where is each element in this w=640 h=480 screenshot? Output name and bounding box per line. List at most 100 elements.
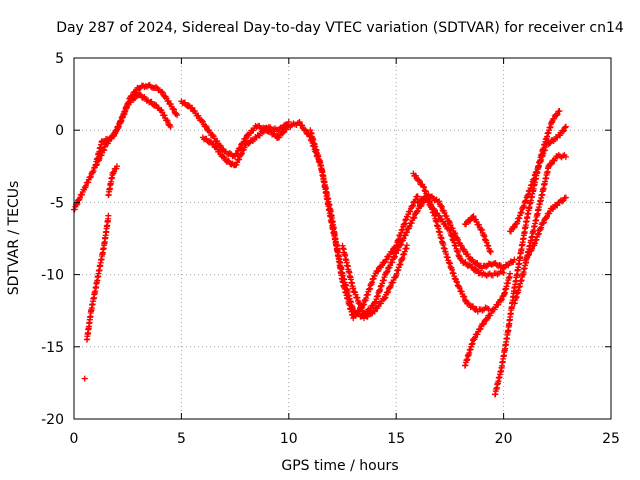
data-point <box>185 102 192 109</box>
data-point <box>562 194 569 201</box>
data-point <box>525 251 532 258</box>
data-point <box>164 118 171 125</box>
data-point <box>226 150 233 157</box>
x-tick-label: 0 <box>70 431 79 447</box>
data-point <box>167 101 174 108</box>
data-point <box>382 294 389 301</box>
data-point <box>418 202 425 209</box>
data-point <box>409 203 416 210</box>
data-point <box>261 128 268 135</box>
data-point <box>397 241 404 248</box>
data-point <box>438 202 445 209</box>
data-point <box>209 132 216 139</box>
data-point <box>560 128 567 135</box>
data-point <box>556 107 563 114</box>
data-point <box>245 140 252 147</box>
data-point <box>129 92 136 99</box>
data-point <box>113 163 120 170</box>
data-point <box>529 245 536 252</box>
data-point <box>83 182 90 189</box>
data-point <box>478 226 485 233</box>
data-point <box>385 288 392 295</box>
data-point <box>79 191 86 198</box>
data-point <box>199 118 206 125</box>
data-point <box>489 261 496 268</box>
data-point <box>461 293 468 300</box>
data-point <box>495 263 502 270</box>
data-point <box>403 242 410 249</box>
data-point <box>431 207 438 214</box>
data-point <box>381 295 388 302</box>
data-point <box>477 325 484 332</box>
data-point <box>100 139 107 146</box>
x-tick-label: 10 <box>280 431 298 447</box>
data-point <box>167 123 174 130</box>
data-point <box>367 305 374 312</box>
data-point <box>415 176 422 183</box>
data-point <box>391 254 398 261</box>
data-point <box>559 198 566 205</box>
data-point <box>210 140 217 147</box>
data-point <box>525 252 532 259</box>
data-point <box>498 296 505 303</box>
data-point <box>159 89 166 96</box>
data-point <box>562 153 569 160</box>
data-point <box>374 268 381 275</box>
data-point <box>476 326 483 333</box>
data-point <box>416 178 423 185</box>
y-tick-label: -5 <box>50 195 64 211</box>
data-point <box>402 232 409 239</box>
data-point <box>428 201 435 208</box>
data-point <box>408 220 415 227</box>
data-point <box>417 203 424 210</box>
data-point <box>387 262 394 269</box>
data-point <box>507 270 514 277</box>
data-point <box>174 112 181 119</box>
data-point <box>443 213 450 220</box>
data-point <box>495 301 502 308</box>
data-point <box>497 297 504 304</box>
data-point <box>453 278 460 285</box>
data-point <box>375 267 382 274</box>
data-point <box>511 256 518 263</box>
x-tick-label: 15 <box>387 431 405 447</box>
data-point <box>411 214 418 221</box>
data-point <box>510 224 517 231</box>
data-point <box>410 215 417 222</box>
data-point <box>370 302 377 309</box>
data-point <box>393 250 400 257</box>
data-point <box>442 221 449 228</box>
data-point <box>220 154 227 161</box>
data-point <box>441 209 448 216</box>
data-point <box>161 112 168 119</box>
x-axis-label: GPS time / hours <box>281 458 398 474</box>
chart-title: Day 287 of 2024, Sidereal Day-to-day VTE… <box>56 20 624 36</box>
data-point <box>111 132 118 139</box>
data-point <box>406 223 413 230</box>
data-point <box>554 111 561 118</box>
data-point <box>460 293 467 300</box>
data-point <box>253 124 260 131</box>
data-point <box>454 279 461 286</box>
data-point <box>462 248 469 255</box>
data-point <box>452 230 459 237</box>
data-point <box>105 212 112 219</box>
data-point <box>436 198 443 205</box>
data-point <box>260 129 267 136</box>
data-point <box>561 124 568 131</box>
data-point <box>522 257 529 264</box>
data-point <box>475 221 482 228</box>
data-point <box>90 167 97 174</box>
data-point <box>285 118 292 125</box>
data-point <box>189 104 196 111</box>
data-point <box>407 208 414 215</box>
data-point <box>487 248 494 255</box>
data-point <box>548 160 555 167</box>
data-point <box>400 235 407 242</box>
data-point <box>458 242 465 249</box>
data-point <box>236 156 243 163</box>
data-point <box>446 218 453 225</box>
data-point <box>473 266 480 273</box>
data-point <box>397 242 404 249</box>
